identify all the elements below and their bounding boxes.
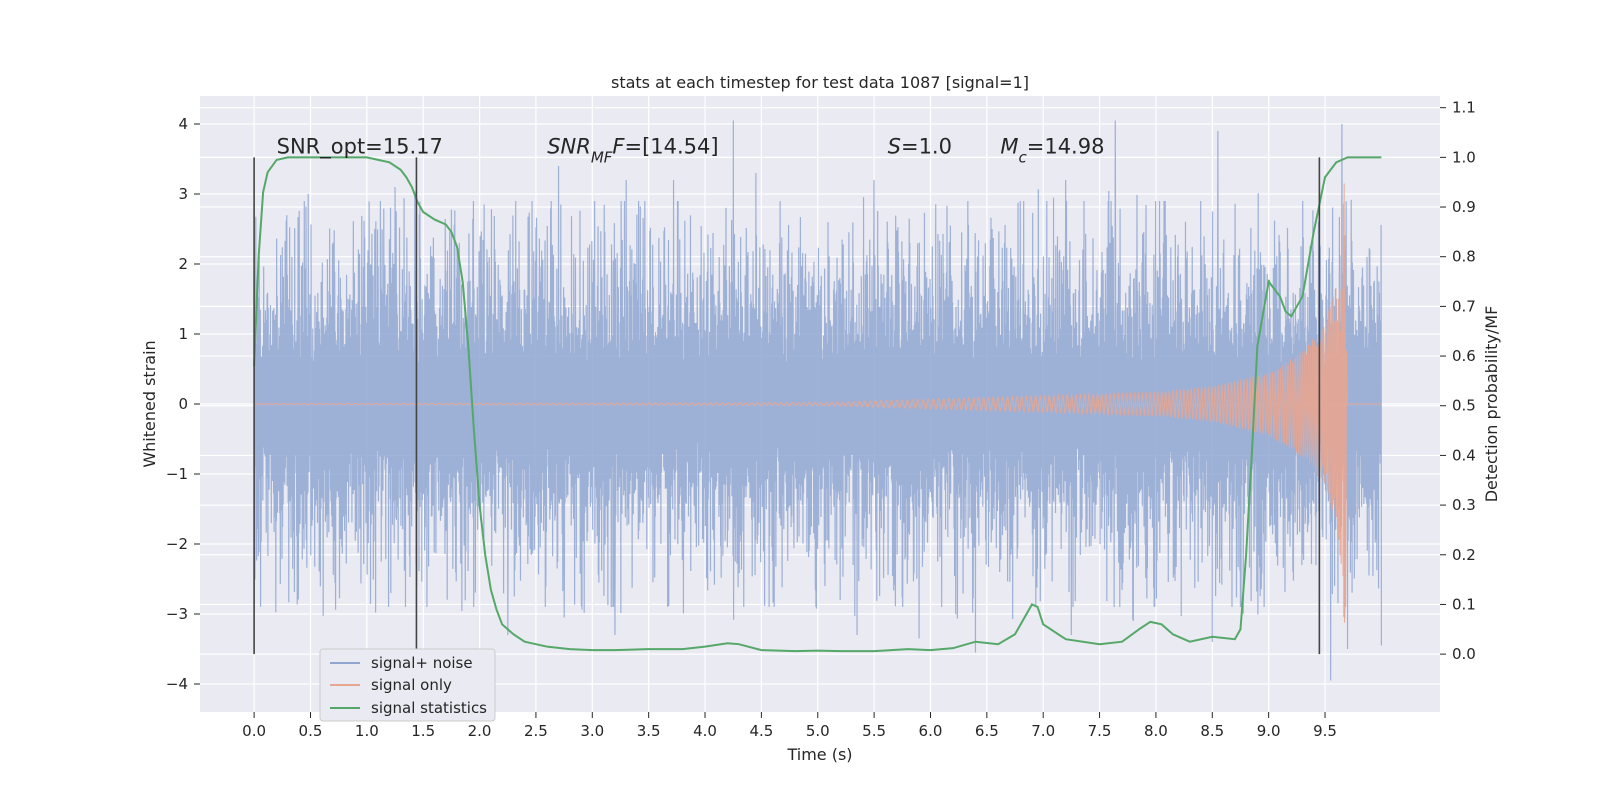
y2-tick-label: 1.1 <box>1452 99 1476 117</box>
y-tick-label: 2 <box>178 255 188 273</box>
legend-box <box>319 648 496 722</box>
x-tick-label: 2.0 <box>468 722 492 740</box>
y-axis-label: Whitened strain <box>140 340 159 467</box>
vertical-markers <box>253 157 1321 655</box>
x-tick-label: 2.5 <box>524 722 548 740</box>
x-tick-label: 0.5 <box>299 722 323 740</box>
y2-tick-label: 0.4 <box>1452 446 1476 464</box>
x-tick-label: 4.5 <box>749 722 773 740</box>
axes: 0.0 0.5 1.0 1.5 2.0 2.5 3.0 3.5 4.0 4.5 5.0 5.5 6.0 6… <box>166 99 1476 740</box>
y-tick-label: 3 <box>178 185 188 203</box>
y-tick-label: −1 <box>166 465 188 483</box>
x-tick-label: 8.0 <box>1144 722 1168 740</box>
x-tick-label: 7.0 <box>1031 722 1055 740</box>
y-tick-label: 4 <box>178 115 188 133</box>
x-tick-label: 7.5 <box>1088 722 1112 740</box>
y2-tick-label: 0.1 <box>1452 595 1476 613</box>
x-tick-label: 0.0 <box>242 722 266 740</box>
y2-tick-label: 1.0 <box>1452 148 1476 166</box>
y2-tick-label: 0.8 <box>1452 248 1476 266</box>
y2-tick-label: 0.0 <box>1452 645 1476 663</box>
x-tick-label: 8.5 <box>1200 722 1224 740</box>
annotation-2: S=1.0 <box>888 134 952 158</box>
series-signal-only-line <box>253 183 1382 623</box>
x-axis-label: Time (s) <box>786 745 852 764</box>
x-tick-label: 6.0 <box>919 722 943 740</box>
legend-label-signal-noise: signal+ noise <box>371 654 473 672</box>
x-tick-label: 1.0 <box>355 722 379 740</box>
y2-tick-label: 0.3 <box>1452 496 1476 514</box>
series-layer <box>253 120 1382 681</box>
x-tick-label: 4.0 <box>693 722 717 740</box>
x-tick-label: 6.5 <box>975 722 999 740</box>
y2-tick-label: 0.5 <box>1452 397 1476 415</box>
y2-tick-label: 0.9 <box>1452 198 1476 216</box>
y2-tick-label: 0.7 <box>1452 297 1476 315</box>
x-tick-label: 3.5 <box>637 722 661 740</box>
annotation-1: SNRMFF=[14.54] <box>547 134 718 166</box>
chart-title: stats at each timestep for test data 108… <box>611 73 1029 92</box>
y2-tick-label: 0.6 <box>1452 347 1476 365</box>
x-tick-label: 5.0 <box>806 722 830 740</box>
y-tick-label: −3 <box>166 605 188 623</box>
legend-label-signal-only: signal only <box>371 676 452 694</box>
y-tick-label: −4 <box>166 675 188 693</box>
y2-tick-label: 0.2 <box>1452 546 1476 564</box>
series-signal-statistics-line <box>253 156 1382 653</box>
x-tick-label: 5.5 <box>862 722 886 740</box>
x-tick-label: 9.0 <box>1257 722 1281 740</box>
x-tick-label: 9.5 <box>1313 722 1337 740</box>
legend-label-signal-statistics: signal statistics <box>371 699 487 717</box>
legend: signal+ noise signal only signal statist… <box>319 648 496 722</box>
y-tick-label: 0 <box>178 395 188 413</box>
x-tick-label: 1.5 <box>411 722 435 740</box>
y-tick-label: −2 <box>166 535 188 553</box>
x-tick-label: 3.0 <box>580 722 604 740</box>
series-signal-noise-line <box>253 120 1382 681</box>
y2-axis-label: Detection probability/MF <box>1482 306 1501 503</box>
annotations: SNR_opt=15.17 SNRMFF=[14.54] S=1.0 Mc=14.98 <box>277 134 1105 166</box>
annotation-3: Mc=14.98 <box>1000 134 1104 166</box>
y-tick-label: 1 <box>178 325 188 343</box>
annotation-0: SNR_opt=15.17 <box>277 134 443 159</box>
